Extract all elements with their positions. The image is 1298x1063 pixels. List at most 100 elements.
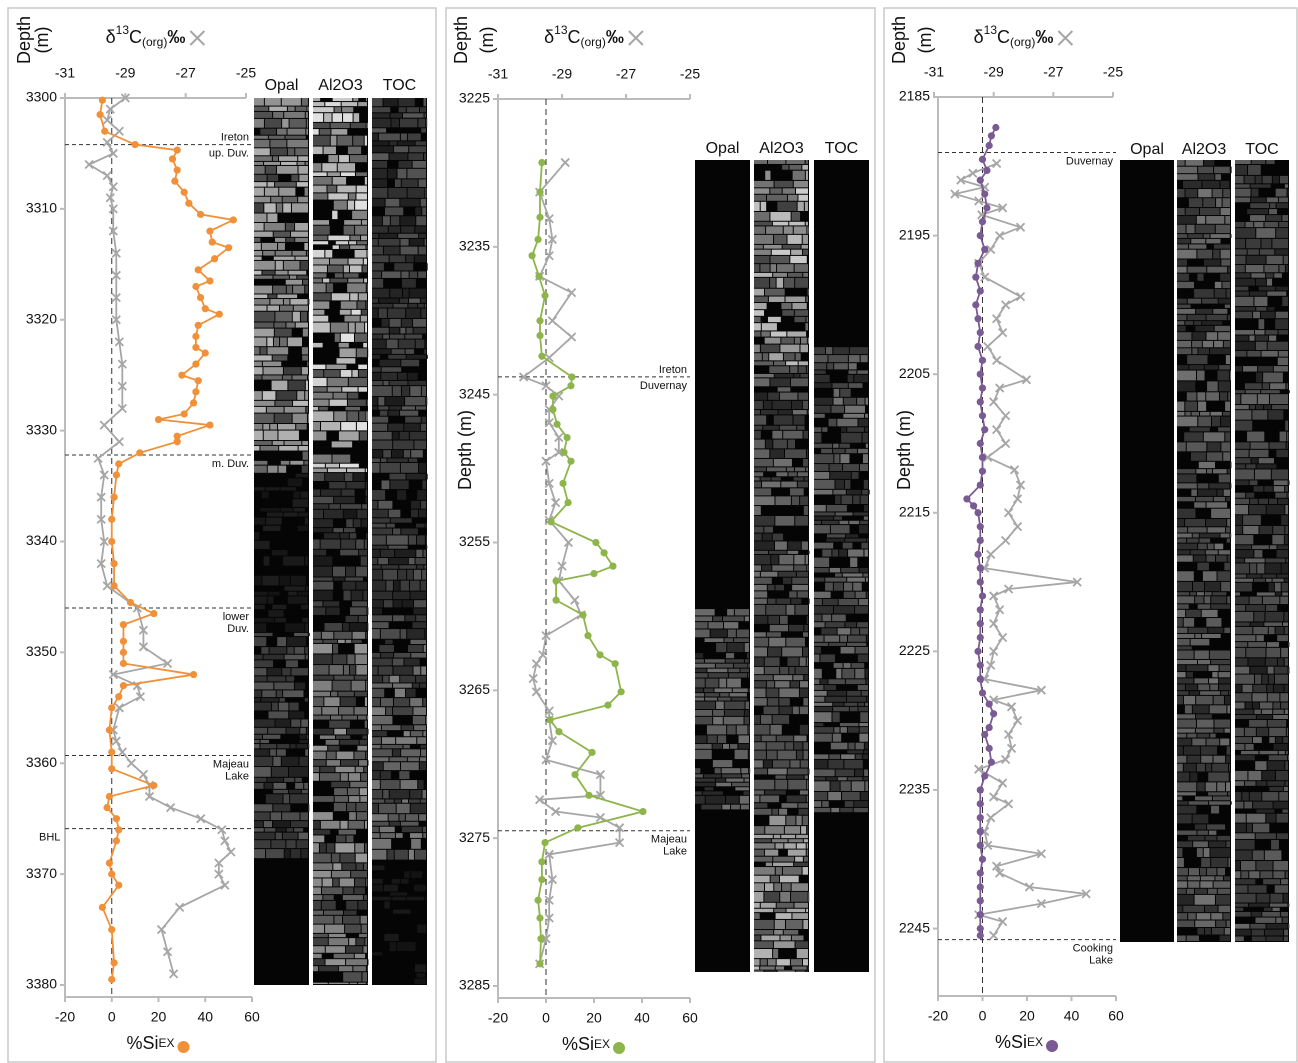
core-texture (254, 182, 267, 187)
core-texture (695, 744, 712, 749)
core-texture (358, 983, 366, 984)
core-texture (411, 653, 426, 658)
data-point (977, 897, 984, 904)
core-texture (1274, 802, 1288, 809)
core-texture (282, 668, 290, 675)
x2-tick-label: -29 (984, 64, 1004, 80)
core-texture (1200, 691, 1220, 695)
core-texture (292, 375, 307, 379)
core-texture (1284, 256, 1288, 264)
core-texture (313, 934, 328, 937)
core-texture (739, 735, 749, 743)
core-texture (1256, 176, 1262, 183)
core-texture (372, 299, 378, 303)
core-texture (324, 911, 343, 915)
core-texture (304, 783, 308, 789)
core-texture (1225, 402, 1230, 411)
core-texture (695, 629, 710, 637)
core-texture (1221, 259, 1230, 265)
core-texture (1177, 734, 1186, 738)
core-texture (313, 113, 323, 122)
core-texture (341, 334, 354, 342)
core-texture (349, 938, 355, 945)
core-texture (1276, 450, 1288, 457)
core-texture (401, 226, 414, 232)
core-texture (363, 946, 367, 953)
core-texture (842, 669, 854, 678)
core-texture (408, 645, 423, 652)
data-point (108, 926, 115, 933)
core-texture (754, 632, 766, 636)
core-texture (400, 432, 409, 440)
core-texture (254, 188, 264, 196)
core-texture (794, 863, 808, 866)
core-texture (798, 472, 808, 476)
core-texture (822, 801, 829, 807)
core-texture (1257, 563, 1264, 573)
core-texture (1227, 921, 1230, 928)
core-texture (1207, 824, 1225, 829)
core-texture (264, 162, 280, 165)
core-texture (254, 119, 264, 128)
core-texture (807, 796, 808, 803)
core-texture (254, 156, 272, 161)
core-texture (350, 236, 360, 241)
core-texture (264, 431, 278, 440)
core-texture (1177, 814, 1192, 823)
core-texture (298, 156, 308, 161)
core-texture (402, 406, 415, 409)
data-point (561, 159, 569, 167)
core-texture (355, 676, 367, 680)
core-texture (762, 323, 777, 330)
core-texture (372, 432, 392, 440)
core-texture (393, 749, 400, 756)
core-texture (1177, 921, 1194, 928)
core-texture (340, 245, 349, 249)
core-texture (754, 222, 772, 226)
core-texture (424, 153, 426, 160)
core-texture (1192, 332, 1205, 340)
core-texture (407, 474, 426, 480)
core-texture (313, 370, 323, 377)
x-tick-label: 40 (1064, 1008, 1080, 1024)
data-point (993, 426, 1001, 434)
core-texture (794, 477, 804, 480)
core-texture (754, 698, 767, 705)
core-texture (288, 478, 302, 486)
core-texture (1280, 176, 1288, 183)
core-texture (372, 188, 387, 198)
core-texture (355, 707, 367, 714)
core-texture (390, 381, 408, 385)
core-texture (1235, 265, 1245, 272)
core-texture (834, 363, 848, 369)
core-texture (299, 513, 308, 517)
core-texture (795, 467, 805, 471)
core-texture (261, 647, 268, 654)
core-texture (1235, 535, 1253, 544)
core-texture (417, 737, 426, 744)
core-texture (754, 903, 760, 908)
core-texture (1203, 571, 1217, 581)
core-texture (740, 796, 749, 804)
core-texture (372, 689, 384, 697)
core-texture (361, 236, 367, 241)
core-texture (1187, 225, 1195, 233)
core-texture (365, 843, 367, 852)
core-texture (779, 698, 789, 705)
core-texture (1184, 746, 1200, 754)
formation-label: BHL (39, 832, 60, 844)
core-texture (754, 226, 765, 233)
core-texture (1235, 642, 1247, 647)
core-texture (775, 920, 785, 929)
data-point (190, 399, 197, 406)
core-texture (775, 541, 787, 549)
core-texture (1186, 160, 1203, 166)
core-texture (381, 833, 395, 838)
core-texture (334, 676, 353, 680)
core-texture (254, 703, 271, 711)
data-point (171, 178, 178, 185)
core-texture (814, 414, 825, 418)
core-texture (326, 607, 339, 615)
core-texture (1235, 574, 1246, 577)
data-point (541, 839, 548, 846)
